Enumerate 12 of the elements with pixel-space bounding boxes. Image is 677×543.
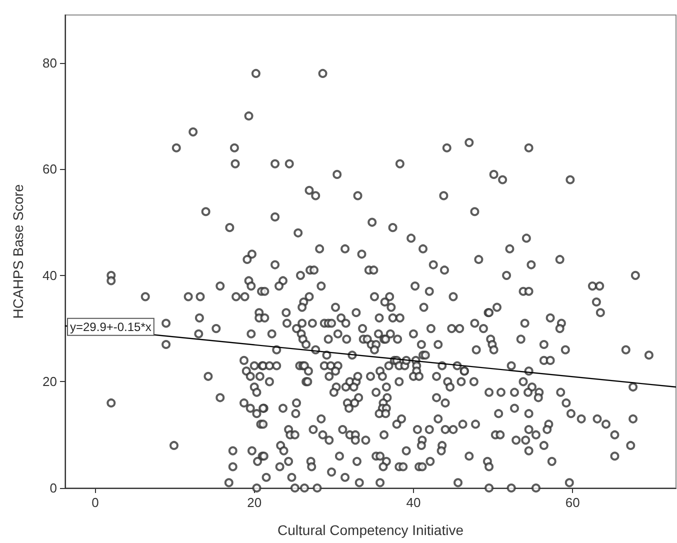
y-tick-label: 0 — [50, 480, 57, 496]
y-tick-label: 80 — [42, 55, 57, 70]
y-tick-label: 20 — [42, 374, 57, 390]
x-tick-label: 0 — [92, 495, 99, 510]
y-tick-label: 60 — [42, 162, 57, 177]
x-tick-label: 20 — [247, 495, 262, 510]
y-axis-title: HCAHPS Base Score — [10, 184, 26, 319]
x-tick-label: 40 — [406, 495, 421, 510]
annotation: y=29.9+-0.15*x — [70, 320, 152, 334]
y-tick-label: 40 — [42, 268, 57, 283]
x-tick-label: 60 — [565, 495, 580, 510]
x-axis-title: Cultural Competency Initiative — [278, 522, 464, 538]
